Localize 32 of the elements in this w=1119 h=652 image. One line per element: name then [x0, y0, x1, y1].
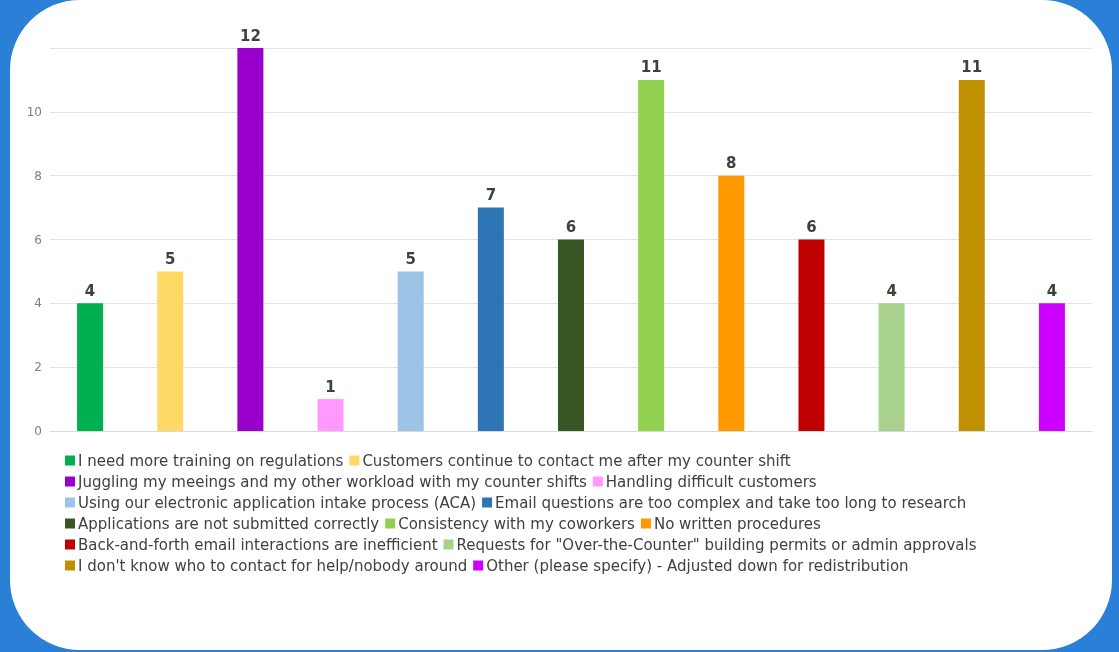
data-label: 6	[806, 218, 817, 236]
legend-label: No written procedures	[653, 514, 822, 533]
data-label: 8	[726, 154, 737, 173]
data-label: 5	[165, 249, 176, 268]
data-label: 11	[640, 58, 662, 77]
data-label: 4	[886, 281, 897, 300]
legend-label: Email questions are too complex and take too long to research	[495, 493, 967, 512]
data-label: 1	[325, 377, 336, 396]
legend-label: Consistency with my coworkers	[398, 514, 636, 533]
data-label: 12	[239, 26, 261, 45]
y-tick-label: 0	[34, 424, 42, 438]
legend-label: Using our electronic application intake process (ACA)	[78, 493, 477, 512]
y-tick-label: 8	[34, 168, 42, 183]
data-label: 5	[405, 249, 416, 268]
y-tick-label: 10	[26, 104, 42, 119]
legend-label: Customers continue to contact me after my counter shift	[362, 451, 791, 470]
data-label: 11	[961, 58, 983, 77]
legend-label: Other (please specify) - Adjusted down for redistribution	[486, 556, 909, 575]
legend-label: Handling difficult customers	[605, 472, 817, 491]
legend-label: Requests for "Over-the-Counter" building permits or admin approvals	[456, 535, 977, 554]
legend-label: Back-and-forth email interactions are inefficient	[78, 535, 438, 554]
data-label: 6	[565, 218, 577, 236]
legend-label: I need more training on regulations	[78, 451, 344, 470]
data-label: 4	[84, 281, 96, 300]
legend-label: Juggling my meeings and my other workload with my counter shifts	[77, 472, 588, 491]
data-label: 7	[485, 186, 497, 205]
y-tick-label: 6	[34, 232, 42, 247]
legend-label: I don't know who to contact for help/nobody around	[78, 556, 468, 575]
data-label: 4	[1046, 281, 1058, 300]
y-tick-label: 2	[34, 360, 42, 375]
y-tick-label: 4	[34, 296, 42, 311]
legend-label: Applications are not submitted correctly	[78, 514, 380, 533]
